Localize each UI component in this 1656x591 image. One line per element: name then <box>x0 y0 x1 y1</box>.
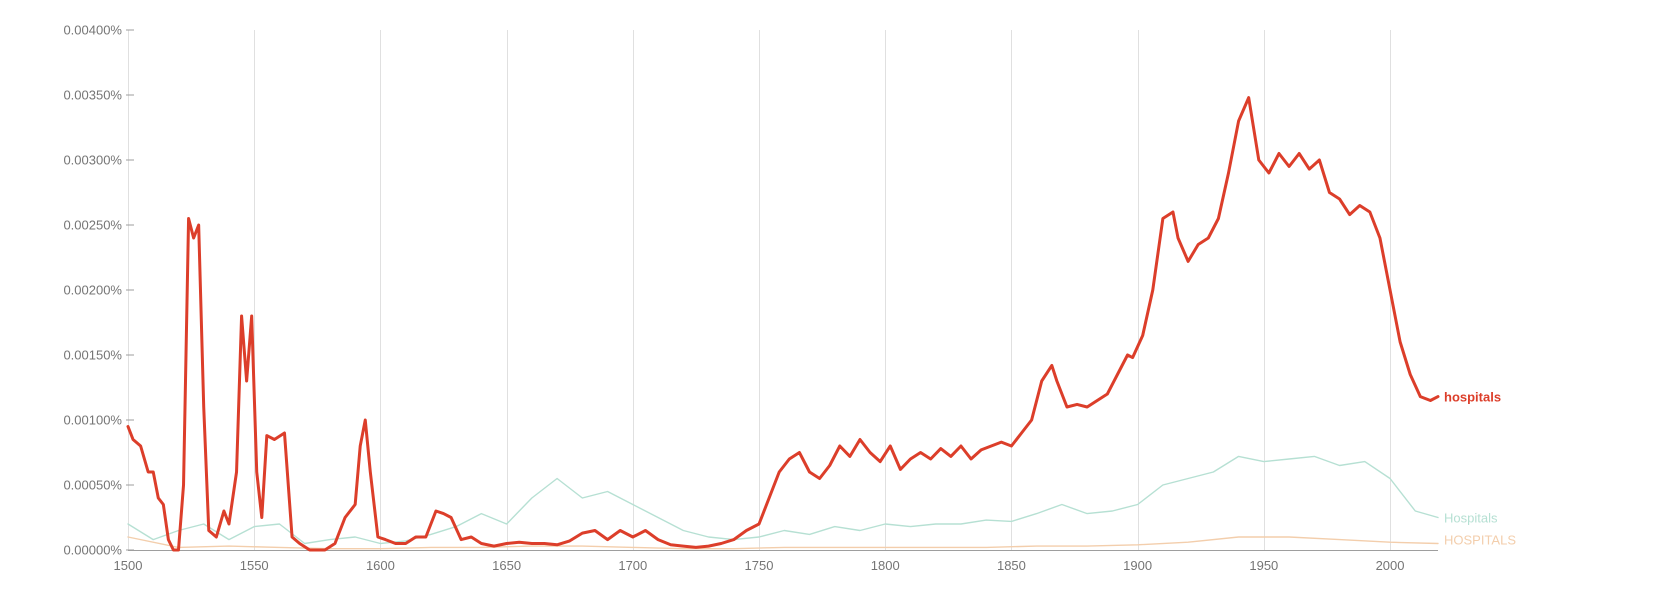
x-tick-label: 1900 <box>1123 550 1152 573</box>
y-tick-label: 0.00400% <box>63 23 128 38</box>
x-tick-label: 2000 <box>1376 550 1405 573</box>
ngram-line-chart: 1500155016001650170017501800185019001950… <box>0 0 1656 591</box>
x-tick-label: 1950 <box>1249 550 1278 573</box>
x-tick-label: 1550 <box>240 550 269 573</box>
x-tick-label: 1850 <box>997 550 1026 573</box>
y-tick-label: 0.00350% <box>63 88 128 103</box>
y-tick-label: 0.00200% <box>63 283 128 298</box>
y-tick-label: 0.00250% <box>63 218 128 233</box>
x-tick-label: 1750 <box>745 550 774 573</box>
series-line-hospitals[interactable] <box>128 98 1438 550</box>
plot-area: 1500155016001650170017501800185019001950… <box>128 30 1438 550</box>
series-label[interactable]: Hospitals <box>1444 510 1497 525</box>
y-tick-label: 0.00050% <box>63 478 128 493</box>
x-tick-label: 1700 <box>618 550 647 573</box>
plot-svg <box>128 30 1438 550</box>
x-tick-label: 1600 <box>366 550 395 573</box>
x-tick-label: 1650 <box>492 550 521 573</box>
y-tick-label: 0.00100% <box>63 413 128 428</box>
series-label[interactable]: HOSPITALS <box>1444 532 1516 547</box>
y-tick-label: 0.00300% <box>63 153 128 168</box>
series-line-HOSPITALS[interactable] <box>128 537 1438 549</box>
series-label[interactable]: hospitals <box>1444 389 1501 404</box>
y-tick-label: 0.00150% <box>63 348 128 363</box>
x-tick-label: 1800 <box>871 550 900 573</box>
y-tick-label: 0.00000% <box>63 543 128 558</box>
